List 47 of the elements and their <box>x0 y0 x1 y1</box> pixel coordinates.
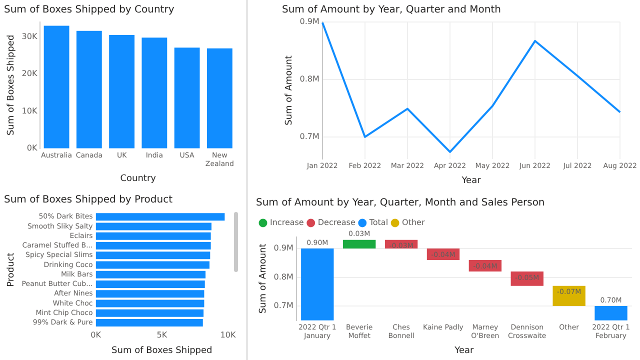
bar <box>96 319 203 327</box>
y-tick-label: 10K <box>22 106 38 116</box>
legend-label: Decrease <box>318 218 356 228</box>
bar <box>96 222 212 230</box>
chart-title: Sum of Boxes Shipped by Product <box>4 194 173 206</box>
x-tick-label: 0K <box>90 330 102 340</box>
y-tick-label: 20K <box>22 69 38 78</box>
y-axis-title: Sum of Amount <box>284 54 295 126</box>
bar <box>174 48 200 148</box>
chart-title: Sum of Amount by Year, Quarter and Month <box>282 4 502 16</box>
bar <box>142 38 168 148</box>
bar <box>96 232 211 240</box>
bar <box>96 290 204 298</box>
bar <box>96 300 204 308</box>
y-tick-label: 0.9M <box>300 17 320 26</box>
y-tick-label: 0.7M <box>300 132 320 142</box>
x-axis-title: Sum of Boxes Shipped <box>112 346 212 356</box>
bar <box>96 280 205 288</box>
y-tick-label: 0K <box>26 143 38 152</box>
bar <box>206 48 232 148</box>
legend-label: Increase <box>270 218 304 228</box>
x-tick-label: 10K <box>220 330 236 340</box>
bar <box>96 309 204 317</box>
bar <box>96 270 206 278</box>
y-tick-label: 0.9M <box>274 244 294 253</box>
bar <box>76 30 102 148</box>
bar <box>96 242 211 250</box>
bar <box>96 261 210 269</box>
y-axis-title: Product <box>6 252 17 287</box>
x-axis-title: Year <box>454 346 474 356</box>
chart-title: Sum of Amount by Year, Quarter, Month and Sales Person <box>256 198 545 209</box>
y-tick-label: 0.7M <box>274 301 294 310</box>
x-axis-title: Year <box>460 176 482 186</box>
bar <box>96 252 210 260</box>
y-tick-label: 0.8M <box>274 272 294 282</box>
bar <box>44 26 70 148</box>
y-tick-label: 0.8M <box>300 74 320 84</box>
bar <box>96 213 225 221</box>
chart-title: Sum of Boxes Shipped by Country <box>4 4 174 16</box>
y-axis-title: Sum of Boxes Shipped <box>6 34 17 136</box>
y-axis-title: Sum of Amount <box>258 243 269 314</box>
x-tick-label: 5K <box>156 330 168 340</box>
legend-label: Total <box>368 218 388 228</box>
x-axis-title: Country <box>120 174 157 184</box>
legend-label: Other <box>402 218 426 228</box>
bar <box>109 35 135 148</box>
y-tick-label: 30K <box>22 32 38 41</box>
